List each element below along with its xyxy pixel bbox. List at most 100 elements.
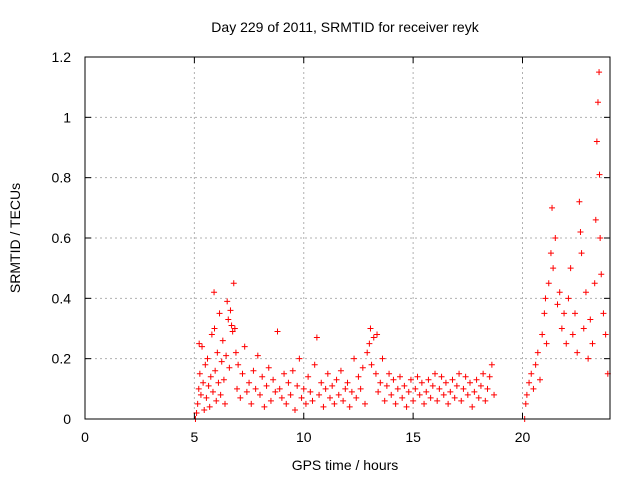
- data-point: [585, 355, 592, 362]
- data-point: [445, 400, 452, 407]
- data-point: [407, 376, 414, 383]
- data-point: [223, 352, 230, 359]
- data-point: [401, 382, 408, 389]
- data-point: [357, 385, 364, 392]
- data-point: [600, 310, 607, 317]
- y-tick-label: 0.2: [52, 351, 72, 367]
- data-point: [202, 361, 209, 368]
- data-point: [230, 280, 237, 287]
- data-point: [302, 400, 309, 407]
- data-point: [427, 394, 434, 401]
- data-point: [423, 388, 430, 395]
- data-point: [204, 355, 211, 362]
- data-point: [394, 385, 401, 392]
- data-point: [316, 391, 323, 398]
- data-point: [589, 340, 596, 347]
- data-point: [263, 382, 270, 389]
- data-point: [539, 331, 546, 338]
- data-point: [440, 391, 447, 398]
- data-point: [213, 397, 220, 404]
- data-point: [432, 370, 438, 377]
- data-point: [218, 358, 225, 365]
- data-point: [477, 382, 484, 389]
- y-tick-label: 1.2: [52, 49, 72, 65]
- data-point: [211, 325, 218, 332]
- data-point: [235, 361, 242, 368]
- data-point: [416, 391, 423, 398]
- data-point: [353, 394, 360, 401]
- data-point: [331, 400, 338, 407]
- data-point: [587, 316, 594, 323]
- data-point: [436, 385, 443, 392]
- data-point: [412, 385, 419, 392]
- data-point: [364, 349, 371, 356]
- data-point: [397, 373, 403, 380]
- y-tick-label: 0.6: [52, 230, 72, 246]
- data-point: [207, 373, 214, 380]
- data-point: [473, 376, 480, 383]
- data-point: [344, 379, 351, 386]
- data-point: [254, 352, 261, 359]
- data-point: [194, 400, 201, 407]
- data-point: [248, 400, 255, 407]
- data-point: [528, 370, 535, 377]
- data-point: [565, 295, 572, 302]
- data-point: [421, 400, 428, 407]
- data-point: [228, 322, 235, 329]
- data-point: [366, 340, 373, 347]
- data-point: [597, 235, 604, 241]
- data-point: [549, 204, 556, 211]
- data-point: [234, 385, 241, 392]
- data-point: [227, 307, 234, 314]
- data-point: [451, 394, 458, 401]
- data-point: [203, 394, 210, 401]
- data-point: [523, 391, 530, 398]
- data-point: [287, 391, 294, 398]
- data-point: [598, 271, 605, 278]
- data-point: [467, 379, 473, 386]
- data-point: [414, 373, 421, 380]
- data-point: [425, 376, 432, 383]
- data-point: [561, 310, 568, 317]
- data-point: [298, 394, 305, 401]
- data-point: [442, 379, 449, 386]
- data-point: [449, 376, 456, 383]
- data-point: [300, 385, 307, 392]
- data-point: [596, 69, 603, 76]
- data-point: [217, 391, 224, 398]
- data-point: [556, 289, 563, 296]
- data-point: [377, 379, 384, 386]
- data-point: [550, 265, 557, 272]
- data-point: [392, 400, 399, 407]
- data-point: [577, 228, 584, 235]
- data-point: [205, 382, 212, 389]
- grid-lines: [85, 57, 610, 419]
- data-point: [307, 388, 314, 395]
- data-point: [197, 391, 204, 398]
- data-point: [206, 403, 213, 410]
- data-point: [329, 382, 336, 389]
- data-point: [379, 355, 386, 362]
- data-point: [545, 280, 552, 287]
- data-point: [381, 397, 388, 404]
- x-tick-label: 20: [515, 429, 531, 445]
- data-point: [257, 391, 263, 398]
- data-point: [580, 325, 587, 332]
- data-point: [337, 367, 344, 374]
- data-point: [311, 361, 318, 368]
- data-point: [199, 343, 206, 350]
- data-point: [374, 331, 381, 338]
- chart-title: Day 229 of 2011, SRMTID for receiver rey…: [211, 19, 479, 35]
- data-point: [232, 349, 239, 356]
- data-point: [259, 373, 266, 380]
- data-point: [569, 331, 576, 338]
- data-point: [593, 138, 600, 145]
- data-point: [267, 397, 274, 404]
- data-point: [320, 403, 327, 410]
- data-point: [370, 334, 377, 341]
- data-point: [351, 355, 358, 362]
- data-point: [272, 388, 279, 395]
- y-tick-label: 1: [63, 109, 71, 125]
- data-point: [558, 325, 565, 332]
- data-point: [522, 400, 529, 407]
